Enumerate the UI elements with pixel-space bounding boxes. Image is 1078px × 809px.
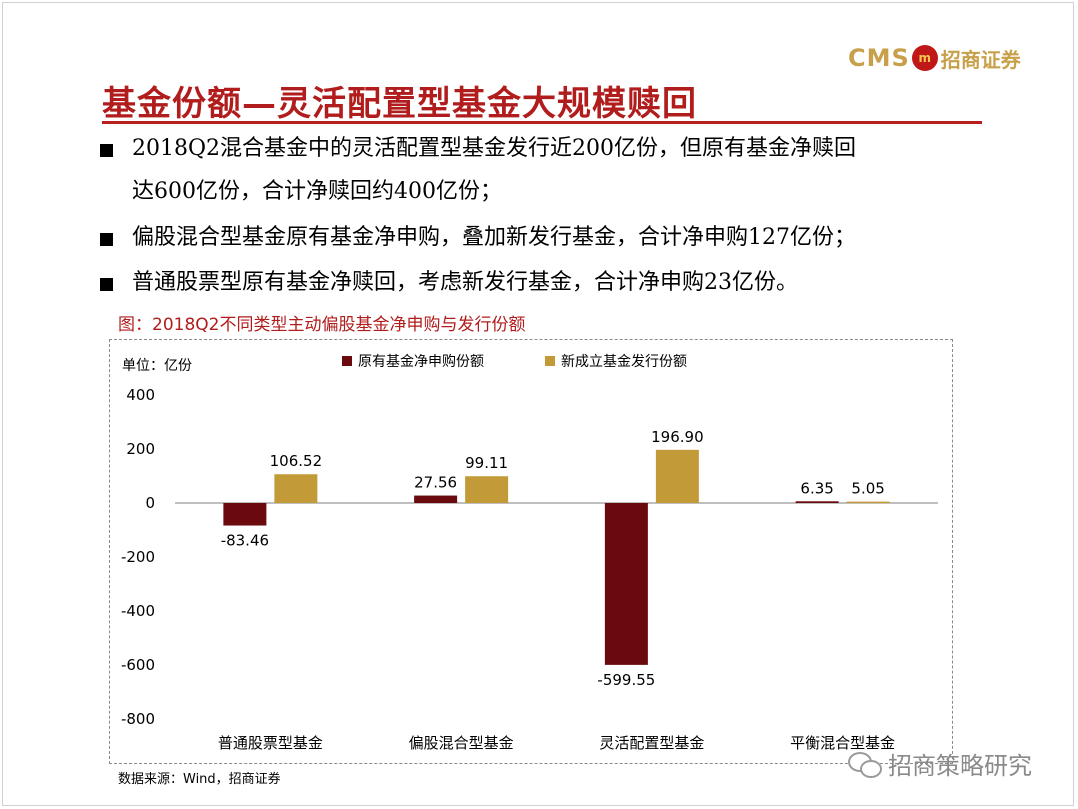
data-label: 196.90 bbox=[651, 428, 704, 446]
bullet-text: 普通股票型原有基金净赎回，考虑新发行基金，合计净申购23亿份。 bbox=[132, 270, 798, 295]
x-tick-label: 偏股混合型基金 bbox=[409, 734, 514, 752]
legend-swatch bbox=[342, 356, 352, 366]
title-underline bbox=[102, 121, 982, 124]
bullet-text: 偏股混合型基金原有基金净申购，叠加新发行基金，合计净申购127亿份； bbox=[132, 225, 856, 250]
bullet-text: 2018Q2混合基金中的灵活配置型基金发行近200亿份，但原有基金净赎回 bbox=[132, 136, 857, 161]
y-tick-label: -800 bbox=[121, 710, 155, 728]
data-label: 27.56 bbox=[414, 474, 457, 492]
wechat-watermark: 招商策略研究 bbox=[848, 746, 1032, 781]
bar-new bbox=[846, 501, 890, 504]
wechat-icon bbox=[848, 750, 882, 778]
figure-source: 数据来源：Wind，招商证券 bbox=[118, 772, 281, 787]
bullet-square-icon bbox=[100, 144, 113, 157]
x-tick-label: 平衡混合型基金 bbox=[790, 734, 895, 752]
figure-title: 图：2018Q2不同类型主动偏股基金净申购与发行份额 bbox=[118, 315, 526, 335]
bar-existing bbox=[795, 501, 839, 503]
bar-new bbox=[274, 474, 318, 503]
bar-new bbox=[655, 449, 699, 503]
data-label: -599.55 bbox=[597, 671, 655, 689]
bullet-square-icon bbox=[100, 278, 113, 291]
bar-existing bbox=[223, 503, 267, 526]
data-label: 99.11 bbox=[465, 454, 508, 472]
slide-title: 基金份额—灵活配置型基金大规模赎回 bbox=[102, 84, 697, 124]
data-label: 6.35 bbox=[800, 479, 833, 497]
brand-logo: CMS m 招商证券 bbox=[848, 42, 1021, 74]
bar-existing bbox=[604, 503, 648, 665]
y-tick-label: -200 bbox=[121, 548, 155, 566]
unit-label: 单位：亿份 bbox=[122, 358, 192, 374]
logo-mark-icon: m bbox=[911, 45, 938, 71]
bullet-item-1-continuation: 达600亿份，合计净赎回约400亿份； bbox=[132, 179, 502, 204]
x-tick-label: 普通股票型基金 bbox=[218, 734, 323, 752]
x-tick-label: 灵活配置型基金 bbox=[599, 734, 704, 752]
y-tick-label: -600 bbox=[121, 656, 155, 674]
bar-chart: 单位：亿份 原有基金净申购份额 新成立基金发行份额 400 200 0 -200 -400 -6… bbox=[121, 353, 938, 752]
y-tick-label: -400 bbox=[121, 602, 155, 620]
data-label: -83.46 bbox=[221, 532, 269, 550]
legend-label: 新成立基金发行份额 bbox=[561, 353, 687, 370]
logo-brand-cn: 招商证券 bbox=[940, 47, 1021, 72]
data-label: 5.05 bbox=[851, 480, 884, 498]
bar-new bbox=[465, 476, 509, 503]
bar-existing bbox=[414, 495, 458, 503]
data-label: 106.52 bbox=[270, 452, 323, 470]
legend-swatch bbox=[545, 356, 555, 366]
y-tick-label: 0 bbox=[145, 494, 155, 512]
y-tick-label: 400 bbox=[126, 386, 155, 404]
chart-container: 单位：亿份 原有基金净申购份额 新成立基金发行份额 400 200 0 -200 -400 -6… bbox=[109, 339, 953, 764]
logo-brand-en: CMS bbox=[848, 44, 910, 72]
watermark-text: 招商策略研究 bbox=[888, 752, 1032, 780]
legend-label: 原有基金净申购份额 bbox=[358, 353, 484, 370]
y-tick-label: 200 bbox=[126, 440, 155, 458]
bullet-square-icon bbox=[100, 233, 113, 246]
